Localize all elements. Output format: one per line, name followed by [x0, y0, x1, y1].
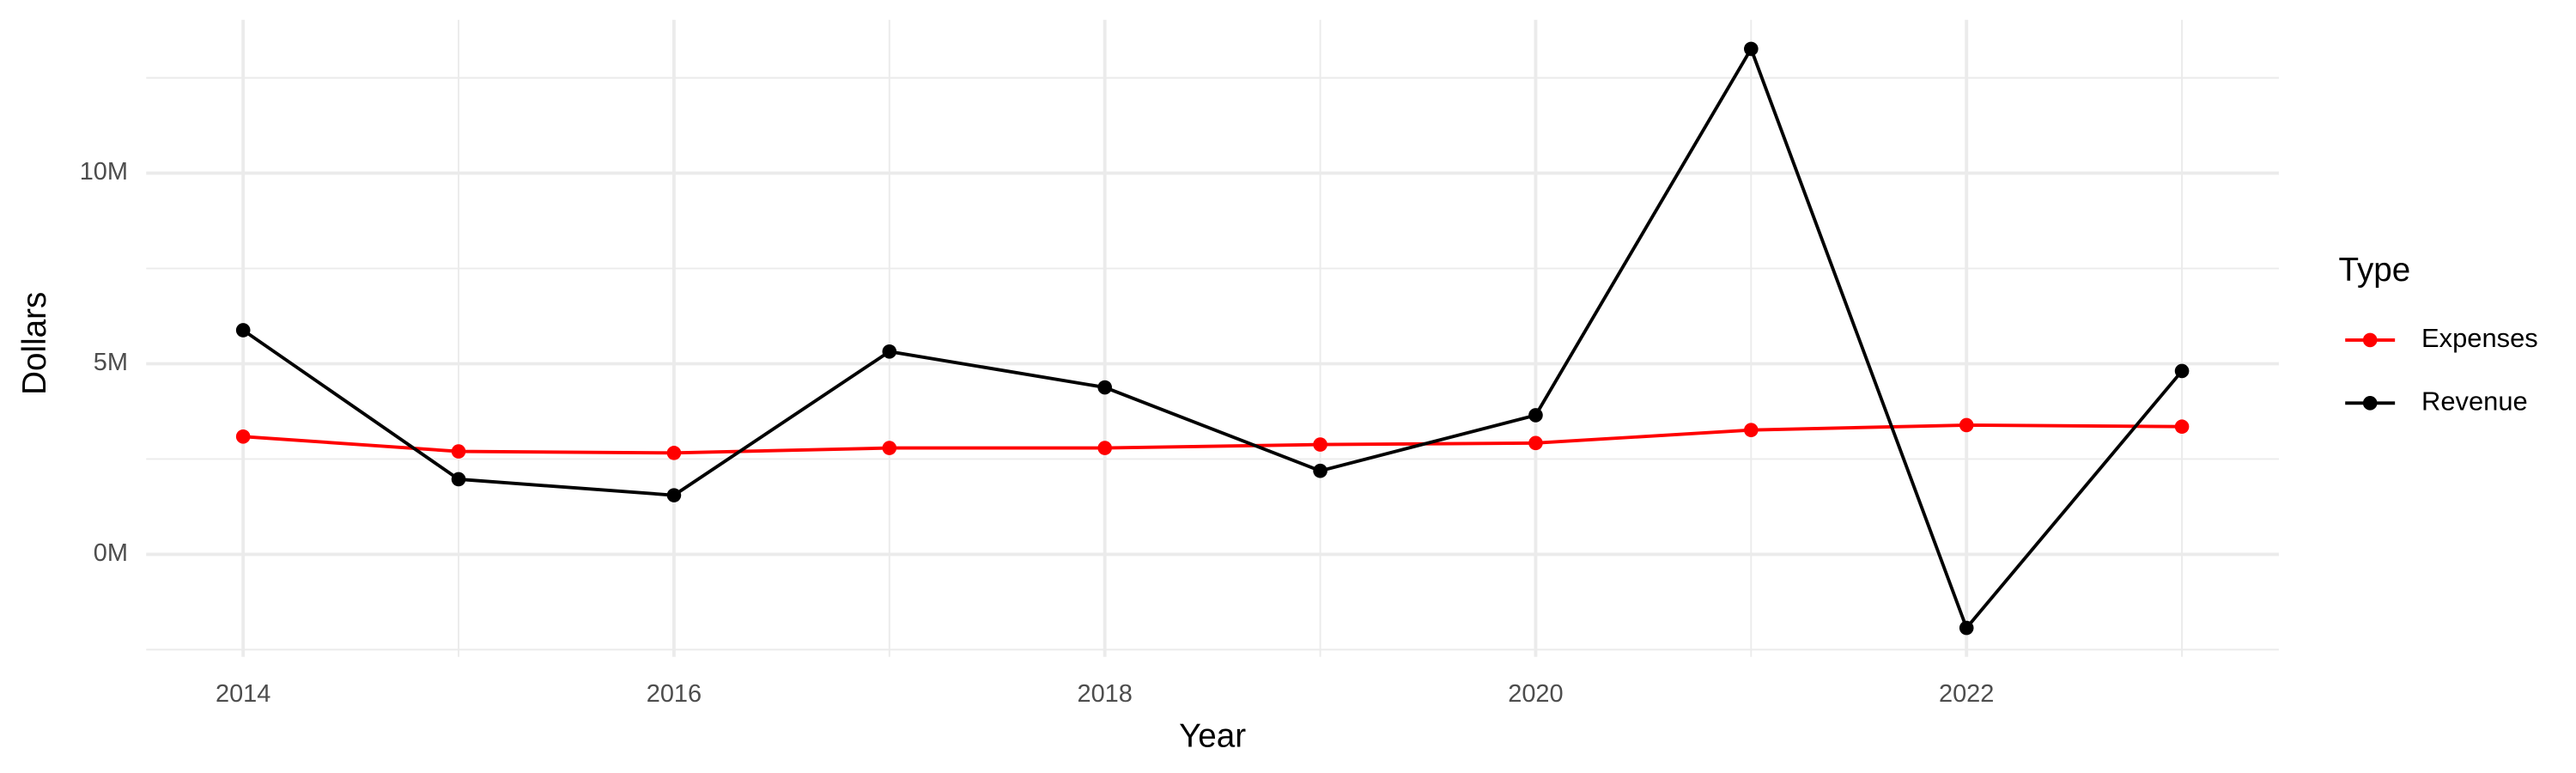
data-point [1313, 463, 1327, 478]
data-point [882, 344, 897, 359]
data-point [1313, 437, 1327, 452]
data-point [2174, 363, 2190, 379]
data-point [235, 323, 251, 338]
y-tick-label: 10M [80, 158, 128, 186]
data-point [1744, 41, 1759, 57]
y-tick-label: 0M [94, 539, 128, 567]
data-point [2174, 419, 2190, 435]
grid [146, 20, 2279, 657]
data-point [1959, 620, 1974, 636]
x-tick-label: 2022 [1939, 680, 1994, 708]
plot-marks [235, 41, 2190, 636]
legend-title: Type [2338, 252, 2410, 289]
data-point [451, 444, 466, 459]
x-tick-label: 2014 [216, 680, 270, 708]
series-line [243, 423, 2183, 455]
series-line [242, 45, 2184, 631]
legend-key-point [2362, 332, 2378, 348]
legend-key-point [2362, 396, 2378, 411]
data-point [1959, 417, 1974, 433]
data-point [666, 488, 682, 502]
data-point [451, 472, 466, 487]
y-axis-title: Dollars [16, 292, 53, 395]
data-point [1528, 435, 1543, 451]
y-tick-label: 5M [94, 349, 128, 376]
x-tick-label: 2018 [1077, 680, 1132, 708]
data-point [882, 441, 897, 455]
legend: Type Expenses Revenue [2338, 252, 2537, 417]
data-point [1528, 408, 1543, 423]
legend-label: Expenses [2421, 323, 2538, 353]
data-point [1097, 441, 1112, 455]
data-point [1744, 423, 1759, 438]
data-point [235, 429, 251, 444]
x-tick-label: 2020 [1508, 680, 1563, 708]
data-point [1097, 380, 1112, 395]
x-axis-title: Year [1179, 718, 1246, 755]
data-point [666, 446, 682, 460]
x-tick-label: 2016 [647, 680, 702, 708]
legend-label: Revenue [2421, 386, 2528, 416]
